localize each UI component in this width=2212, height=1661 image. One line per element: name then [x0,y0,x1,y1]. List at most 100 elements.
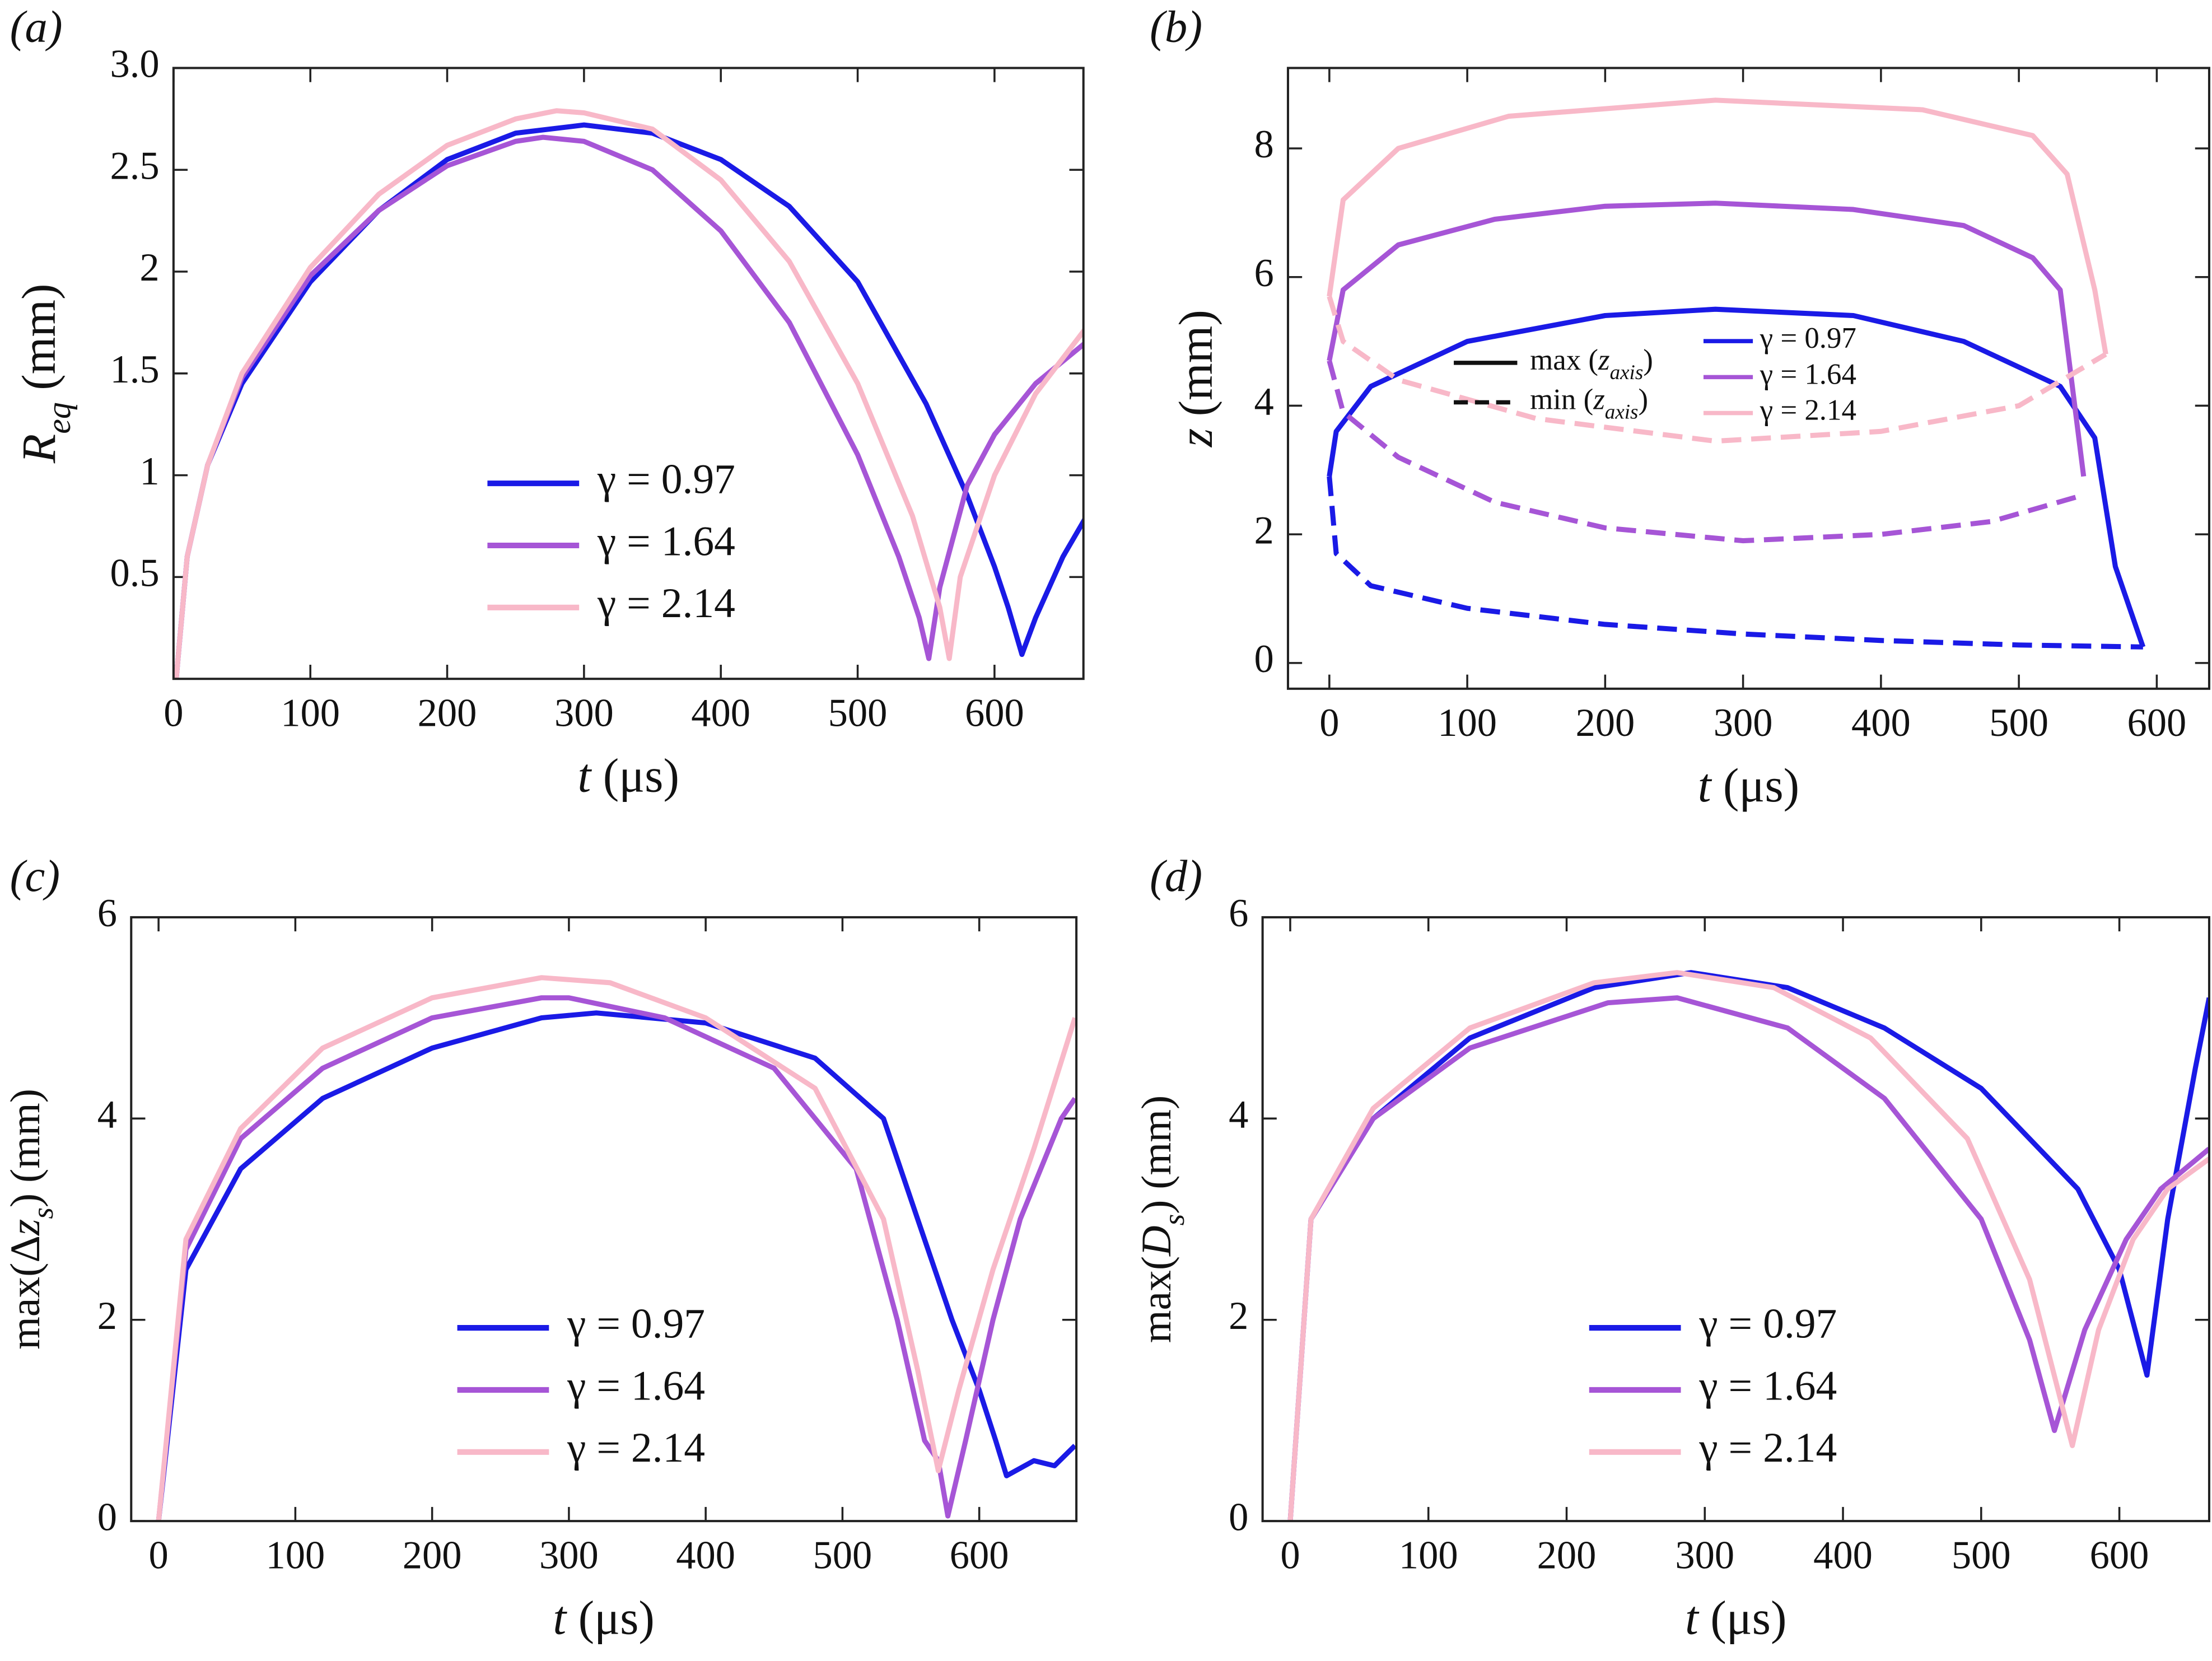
legend-label: γ = 2.14 [1760,394,1856,427]
panel-label: (d) [1150,851,1202,901]
y-axis-label-part: ) (mm) [1134,1095,1180,1214]
legend-label: γ = 1.64 [1698,1363,1837,1409]
series-group [174,108,1084,679]
y-axis-label-part: (mm) [1169,310,1222,428]
data-line [1287,995,2209,1522]
y-tick-label: 3.0 [110,43,160,86]
x-tick-label: 200 [1575,701,1635,745]
y-tick-label: 0.5 [110,552,160,595]
y-tick-label: 2 [97,1294,117,1338]
x-axis-label: t (μs) [578,749,679,802]
legend-label-part: ) [1643,344,1653,376]
y-axis-label-part: max(Δ [2,1235,49,1350]
y-axis-label-part: (mm) [12,284,66,403]
series-group [1327,97,2146,650]
plot-frame [1286,67,2210,690]
series-group [1287,970,2209,1522]
y-tick-label: 4 [1229,1093,1248,1137]
panel-label: (c) [10,851,60,901]
x-tick-label: 100 [1399,1533,1458,1577]
y-axis-label: z (mm) [1169,310,1222,447]
data-line [1327,97,2108,355]
y-tick-label: 6 [97,892,117,935]
plot-frame [130,916,1078,1523]
x-tick-label: 500 [1989,701,2048,745]
y-axis-label-part: s [27,1207,59,1219]
x-tick-label: 100 [265,1533,325,1577]
x-tick-label: 600 [2090,1533,2149,1577]
x-tick-label: 400 [676,1533,735,1577]
x-tick-label: 100 [281,691,340,735]
y-axis-label-part: z [2,1219,49,1236]
legend-label: γ = 0.97 [1698,1300,1837,1347]
data-line [156,975,1077,1522]
x-tick-label: 400 [1813,1533,1873,1577]
legend-label-part: ) [1638,384,1648,416]
data-line [156,1010,1077,1522]
data-line [174,108,1084,679]
x-tick-label: 100 [1438,701,1497,745]
legend-label: γ = 1.64 [567,1363,705,1409]
x-tick-label: 300 [539,1533,599,1577]
y-axis-label-part: ) (mm) [2,1089,49,1207]
data-line [1327,306,2146,648]
legend-label: γ = 2.14 [1698,1425,1837,1471]
y-tick-label: 8 [1254,123,1274,166]
y-axis-label: max(Ds) (mm) [1134,1095,1191,1343]
x-tick-label: 600 [2127,701,2186,745]
y-tick-label: 4 [97,1093,117,1137]
legend-label: γ = 0.97 [597,456,735,502]
x-tick-label: 200 [1537,1533,1597,1577]
y-axis-label: max(Δzs) (mm) [2,1089,59,1350]
y-tick-label: 2 [1254,508,1274,552]
legend-label-part: axis [1605,400,1639,423]
y-tick-label: 2.5 [110,144,160,188]
panel-label: (b) [1150,2,1202,52]
x-axis-label-part: t [578,749,592,802]
x-axis-label-part: (μs) [1698,1591,1787,1644]
x-axis-label-part: (μs) [1711,759,1800,812]
x-tick-label: 0 [1280,1533,1300,1577]
data-line [1327,200,2087,477]
data-line [1327,476,2143,650]
legend-label: γ = 2.14 [567,1425,705,1471]
x-tick-label: 0 [148,1533,168,1577]
x-axis-label: t (μs) [1698,759,1800,812]
y-tick-label: 0 [1229,1495,1248,1539]
data-line [1287,970,2209,1522]
plot-frame [1261,916,2210,1523]
data-line [174,122,1084,679]
y-tick-label: 2 [139,246,159,290]
x-axis-label-part: (μs) [591,749,679,802]
y-tick-label: 4 [1254,380,1274,424]
x-tick-label: 500 [1952,1533,2011,1577]
y-tick-label: 0 [1254,637,1274,681]
x-axis-label: t (μs) [1685,1591,1787,1644]
x-tick-label: 600 [950,1533,1009,1577]
series-group [156,975,1077,1522]
y-tick-label: 6 [1254,251,1274,295]
legend-label-part: axis [1610,361,1644,384]
data-line [1287,970,2209,1522]
legend-label: γ = 1.64 [597,518,735,564]
y-axis-label-part: D [1134,1225,1180,1257]
x-tick-label: 300 [1675,1533,1734,1577]
x-tick-label: 400 [1851,701,1911,745]
legend-label-part: min ( [1530,384,1593,416]
legend-label: γ = 1.64 [1760,358,1856,390]
legend-label: min (zaxis) [1530,384,1648,424]
y-axis-label: Req (mm) [12,284,77,464]
y-axis-label-part: s [1158,1214,1191,1226]
x-axis-label: t (μs) [553,1591,655,1644]
legend-label: γ = 0.97 [567,1300,705,1347]
legend-label-part: max ( [1530,344,1598,376]
y-tick-label: 1.5 [110,348,160,391]
x-tick-label: 0 [1319,701,1339,745]
y-axis-label-part: z [1169,428,1222,447]
y-axis-label-part: eq [40,402,77,434]
x-tick-label: 200 [418,691,477,735]
legend-label: γ = 0.97 [1760,322,1856,354]
x-tick-label: 400 [691,691,750,735]
